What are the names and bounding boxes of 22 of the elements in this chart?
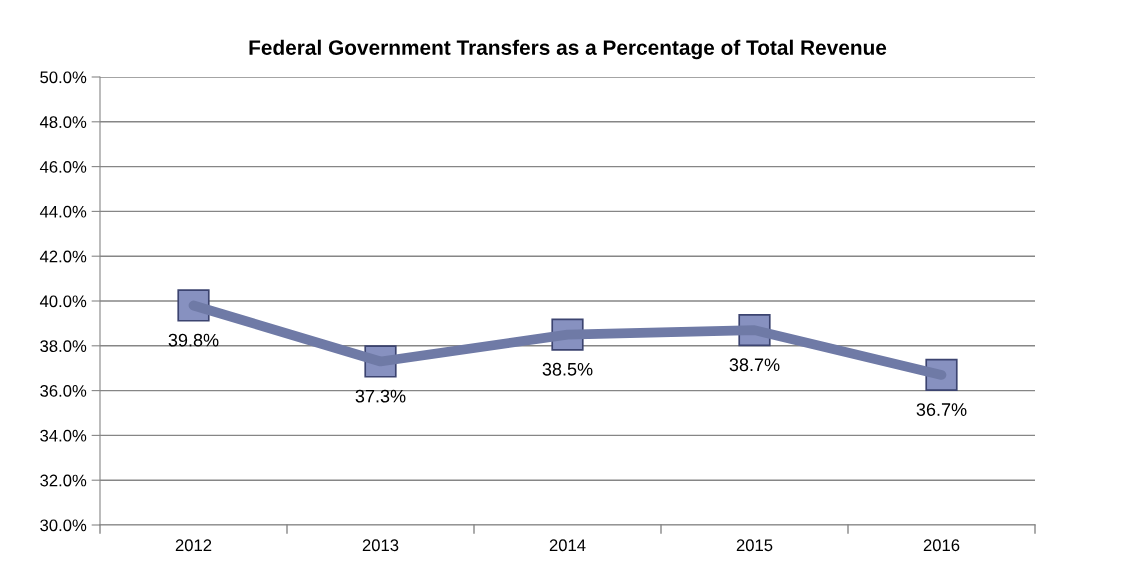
data-label: 38.5% (542, 362, 593, 376)
y-tick-label: 40.0% (39, 295, 87, 308)
data-label: 36.7% (916, 403, 967, 416)
data-label: 37.3% (355, 389, 406, 403)
y-tick-label: 30.0% (40, 519, 87, 532)
y-tick-label: 46.0% (39, 161, 87, 173)
y-tick-label: 34.0% (40, 429, 87, 442)
x-tick-label: 2015 (736, 539, 773, 552)
y-tick-label: 36.0% (40, 385, 87, 397)
y-tick-label: 50.0% (40, 71, 87, 84)
x-tick-label: 2013 (362, 539, 399, 552)
x-tick-label: 2014 (549, 539, 586, 552)
chart-title: Federal Government Transfers as a Percentage of Total Revenue (249, 39, 887, 60)
x-tick-label: 2016 (923, 539, 960, 552)
y-tick-label: 38.0% (40, 340, 87, 352)
y-tick-label: 48.0% (39, 116, 87, 128)
data-label: 39.8% (168, 333, 219, 347)
y-tick-label: 42.0% (39, 250, 87, 263)
y-tick-label: 44.0% (39, 205, 87, 218)
data-label: 38.7% (729, 358, 780, 372)
y-tick-label: 32.0% (40, 474, 87, 487)
x-tick-label: 2012 (175, 539, 212, 552)
